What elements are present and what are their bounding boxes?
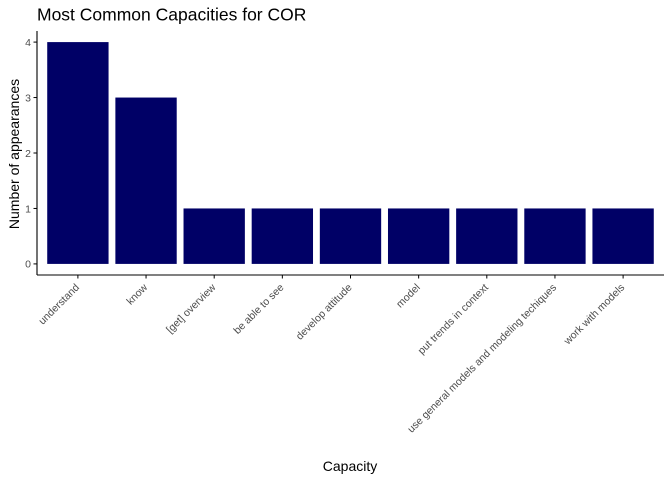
bar-3 <box>251 208 314 264</box>
x-tick-label: [get] overview <box>164 281 219 336</box>
bar-7 <box>524 208 586 264</box>
y-axis-title: Number of appearances <box>6 79 22 229</box>
y-tick-label: 4 <box>25 37 31 49</box>
x-axis-ticks: understand know [get] overview be able to s… <box>36 275 627 435</box>
x-tick-label: develop attitude <box>294 282 355 343</box>
x-tick-label: work with models <box>561 282 627 348</box>
y-axis-ticks: 0 1 2 3 4 <box>25 37 37 271</box>
chart-title: Most Common Capacities for COR <box>37 5 306 25</box>
x-tick-label: know <box>124 281 150 307</box>
x-tick-label: understand <box>36 282 82 328</box>
bar-6 <box>456 208 518 264</box>
y-tick-label: 3 <box>25 92 31 104</box>
x-tick-label: be able to see <box>231 282 286 337</box>
bar-0 <box>47 42 109 264</box>
x-tick-label: use general models and modeling techique… <box>405 282 559 436</box>
x-axis-title: Capacity <box>323 458 377 474</box>
bar-5 <box>387 208 450 264</box>
y-tick-label: 1 <box>25 203 31 215</box>
bar-8 <box>592 208 654 264</box>
bar-2 <box>183 208 245 264</box>
bar-1 <box>115 97 177 264</box>
y-tick-label: 2 <box>25 148 31 160</box>
bar-4 <box>319 208 382 264</box>
x-tick-label: model <box>394 282 423 311</box>
y-tick-label: 0 <box>25 259 31 271</box>
bars-group <box>47 42 654 264</box>
x-tick-label: put trends in context <box>416 282 491 357</box>
